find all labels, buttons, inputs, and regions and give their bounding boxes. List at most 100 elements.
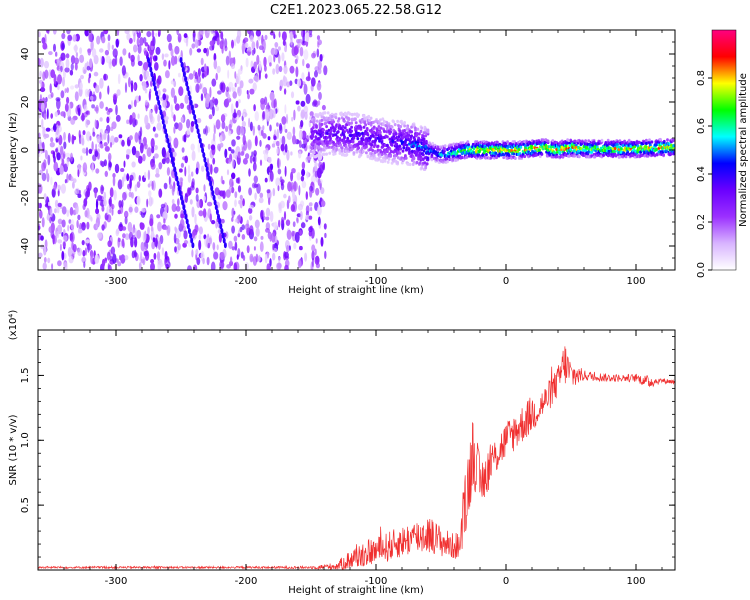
heatmap-signal-cell (407, 147, 411, 151)
heatmap-signal-cell (386, 144, 389, 148)
heatmap-noise-cell (311, 244, 316, 252)
heatmap-streak-cell (149, 66, 153, 73)
heatmap-noise-cell (299, 245, 303, 251)
heatmap-noise-cell (301, 161, 306, 170)
heatmap-noise-cell (249, 204, 254, 209)
heatmap-signal-cell (420, 148, 424, 152)
heatmap-noise-cell (77, 247, 82, 257)
heatmap-streak-cell (201, 147, 205, 154)
heatmap-signal-cell (340, 149, 344, 153)
heatmap-signal-cell (386, 149, 389, 154)
heatmap-noise-cell (117, 179, 123, 190)
heatmap-noise-cell (174, 45, 180, 55)
heatmap-signal-cell (564, 144, 568, 148)
heatmap-noise-cell (197, 68, 201, 77)
heatmap-signal-cell (327, 145, 331, 149)
heatmap-noise-cell (121, 65, 126, 76)
heatmap-signal-cell (346, 147, 350, 151)
heatmap-signal-cell (661, 146, 665, 150)
heatmap-noise-cell (74, 189, 77, 196)
heatmap-signal-cell (354, 117, 357, 121)
heatmap-noise-cell (99, 48, 104, 53)
heatmap-noise-cell (163, 225, 169, 231)
heatmap-noise-cell (191, 178, 195, 188)
heatmap-signal-cell (392, 120, 396, 124)
heatmap-signal-cell (574, 139, 577, 143)
heatmap-noise-cell (297, 105, 301, 112)
heatmap-noise-cell (231, 158, 235, 169)
heatmap-signal-cell (463, 148, 467, 152)
heatmap-signal-cell (423, 161, 427, 165)
heatmap-noise-cell (79, 222, 82, 231)
heatmap-noise-cell (215, 106, 220, 112)
heatmap-signal-cell (659, 137, 662, 142)
heatmap-signal-cell (504, 151, 508, 155)
heatmap-noise-cell (301, 168, 306, 177)
heatmap-signal-cell (317, 137, 321, 141)
heatmap-noise-cell (173, 126, 176, 134)
heatmap-noise-cell (156, 251, 161, 261)
heatmap-noise-cell (241, 224, 245, 231)
heatmap-noise-cell (122, 191, 127, 201)
heatmap-noise-cell (60, 90, 65, 99)
heatmap-noise-cell (122, 233, 126, 239)
heatmap-noise-cell (289, 31, 293, 41)
heatmap-noise-cell (124, 255, 129, 261)
heatmap-noise-cell (88, 72, 92, 79)
heatmap-noise-cell (259, 192, 264, 199)
heatmap-signal-cell (581, 140, 584, 144)
heatmap-noise-cell (252, 256, 257, 266)
heatmap-noise-cell (180, 116, 184, 123)
heatmap-noise-cell (166, 33, 172, 43)
heatmap-noise-cell (54, 208, 57, 214)
heatmap-noise-cell (65, 58, 70, 69)
heatmap-signal-cell (655, 148, 658, 152)
heatmap-noise-cell (111, 207, 114, 216)
heatmap-noise-cell (156, 214, 161, 219)
heatmap-noise-cell (203, 195, 206, 202)
heatmap-noise-cell (202, 208, 207, 219)
heatmap-noise-cell (86, 65, 91, 71)
heatmap-signal-cell (400, 119, 403, 123)
heatmap-signal-cell (399, 125, 403, 129)
heatmap-noise-cell (317, 216, 321, 226)
heatmap-noise-cell (136, 229, 142, 239)
heatmap-noise-cell (166, 150, 170, 160)
heatmap-signal-cell (455, 152, 459, 156)
heatmap-signal-cell (430, 153, 434, 157)
heatmap-noise-cell (239, 199, 243, 209)
heatmap-signal-cell (495, 155, 498, 160)
heatmap-signal-cell (573, 154, 576, 158)
heatmap-noise-cell (81, 222, 85, 227)
heatmap-noise-cell (60, 183, 66, 194)
heatmap-noise-cell (111, 44, 114, 50)
heatmap-signal-cell (401, 135, 405, 139)
heatmap-noise-cell (68, 255, 74, 264)
heatmap-noise-cell (279, 137, 282, 149)
heatmap-signal-cell (369, 116, 373, 120)
heatmap-noise-cell (127, 221, 133, 233)
heatmap-signal-cell (422, 140, 426, 144)
heatmap-streak-cell (153, 85, 157, 92)
heatmap-signal-cell (390, 125, 394, 129)
heatmap-noise-cell (43, 193, 47, 201)
heatmap-noise-cell (154, 237, 158, 248)
heatmap-signal-cell (390, 143, 394, 147)
heatmap-signal-cell (450, 143, 453, 147)
heatmap-signal-cell (357, 146, 360, 150)
heatmap-noise-cell (210, 30, 214, 35)
heatmap-noise-cell (91, 161, 94, 173)
heatmap-noise-cell (218, 233, 222, 243)
heatmap-noise-cell (83, 69, 86, 74)
heatmap-noise-cell (90, 253, 93, 264)
heatmap-noise-cell (219, 142, 224, 148)
heatmap-signal-cell (342, 139, 346, 143)
heatmap-noise-cell (248, 78, 254, 84)
heatmap-noise-cell (228, 130, 232, 136)
heatmap-noise-cell (238, 99, 241, 104)
heatmap-noise-cell (300, 222, 306, 229)
heatmap-streak-cell (187, 228, 191, 234)
heatmap-signal-cell (343, 136, 346, 140)
heatmap-noise-cell (53, 161, 59, 172)
heatmap-noise-cell (43, 245, 47, 256)
